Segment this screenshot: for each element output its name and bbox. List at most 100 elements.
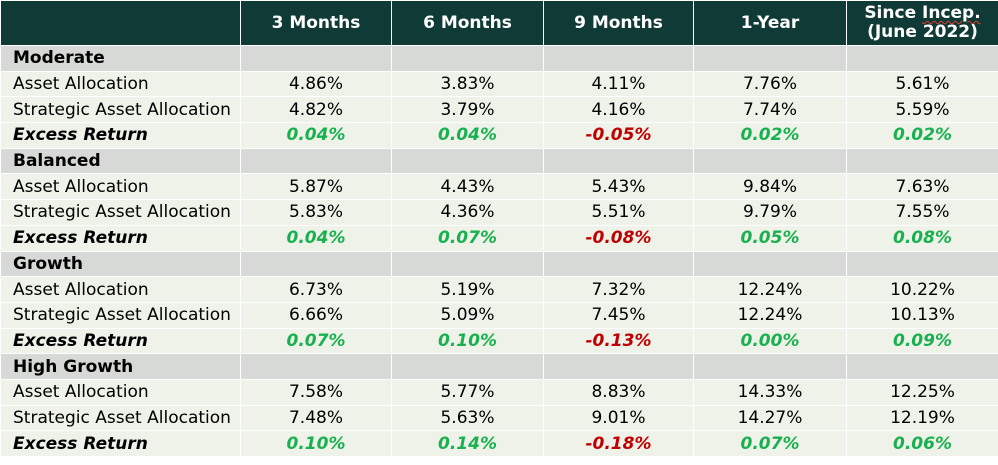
value-cell: 5.87% xyxy=(240,173,392,201)
value-cell: 9.84% xyxy=(693,173,847,201)
group-empty-cell xyxy=(543,353,694,380)
value-cell: -0.05% xyxy=(543,122,694,149)
excess-return-row: Excess Return 0.07% 0.10% -0.13% 0.00% 0.09% xyxy=(0,327,998,355)
row-label: Asset Allocation xyxy=(0,70,241,98)
group-empty-cell xyxy=(391,250,544,278)
header-corner-cell xyxy=(0,0,241,46)
header-since-inception-date: (June 2022) xyxy=(867,22,978,42)
value-cell: 10.22% xyxy=(846,276,998,303)
value-cell: 0.02% xyxy=(693,122,847,149)
value-cell: 0.14% xyxy=(391,430,544,457)
group-row-growth: Growth xyxy=(0,250,998,278)
value-cell: 7.45% xyxy=(543,301,694,329)
value-cell: 5.63% xyxy=(391,404,544,432)
table-body: Moderate Asset Allocation 4.86% 3.83% 4.11% 7… xyxy=(0,45,998,457)
value-cell: 4.86% xyxy=(240,70,392,98)
value-cell: 12.19% xyxy=(846,404,998,432)
group-empty-cell xyxy=(693,147,847,175)
group-empty-cell xyxy=(240,45,392,72)
header-1-year: 1-Year xyxy=(693,0,847,46)
group-empty-cell xyxy=(846,45,998,72)
value-cell: 7.76% xyxy=(693,70,847,98)
value-cell: 12.24% xyxy=(693,301,847,329)
group-row-moderate: Moderate xyxy=(0,45,998,72)
row-label: Excess Return xyxy=(0,430,241,457)
group-empty-cell xyxy=(693,250,847,278)
value-cell: -0.13% xyxy=(543,327,694,355)
value-cell: 0.04% xyxy=(391,122,544,149)
value-cell: 0.06% xyxy=(846,430,998,457)
table-row: Asset Allocation 6.73% 5.19% 7.32% 12.24% 10.… xyxy=(0,276,998,303)
value-cell: 0.10% xyxy=(240,430,392,457)
value-cell: 5.77% xyxy=(391,378,544,406)
group-empty-cell xyxy=(693,353,847,380)
group-empty-cell xyxy=(846,250,998,278)
row-label: Asset Allocation xyxy=(0,173,241,201)
group-empty-cell xyxy=(391,353,544,380)
value-cell: 12.24% xyxy=(693,276,847,303)
header-since-inception: Since Incep. (June 2022) xyxy=(846,0,998,46)
value-cell: 7.48% xyxy=(240,404,392,432)
value-cell: -0.18% xyxy=(543,430,694,457)
group-empty-cell xyxy=(543,45,694,72)
value-cell: 6.66% xyxy=(240,301,392,329)
row-label: Strategic Asset Allocation xyxy=(0,404,241,432)
header-since-inception-abbrev: Incep. xyxy=(922,3,981,23)
value-cell: 7.32% xyxy=(543,276,694,303)
value-cell: 0.00% xyxy=(693,327,847,355)
table-row: Strategic Asset Allocation 5.83% 4.36% 5.51… xyxy=(0,199,998,226)
value-cell: 0.05% xyxy=(693,224,847,252)
excess-return-row: Excess Return 0.04% 0.04% -0.05% 0.02% 0.02% xyxy=(0,122,998,149)
value-cell: 8.83% xyxy=(543,378,694,406)
group-empty-cell xyxy=(846,353,998,380)
value-cell: 5.09% xyxy=(391,301,544,329)
row-label: Excess Return xyxy=(0,327,241,355)
value-cell: 0.09% xyxy=(846,327,998,355)
value-cell: 14.27% xyxy=(693,404,847,432)
value-cell: 4.11% xyxy=(543,70,694,98)
value-cell: 6.73% xyxy=(240,276,392,303)
table-row: Strategic Asset Allocation 7.48% 5.63% 9.01… xyxy=(0,404,998,432)
row-label: Excess Return xyxy=(0,122,241,149)
value-cell: 7.63% xyxy=(846,173,998,201)
value-cell: 9.79% xyxy=(693,199,847,226)
value-cell: 4.16% xyxy=(543,96,694,124)
table-row: Asset Allocation 4.86% 3.83% 4.11% 7.76% 5.61… xyxy=(0,70,998,98)
value-cell: 5.51% xyxy=(543,199,694,226)
group-row-balanced: Balanced xyxy=(0,147,998,175)
group-title: Moderate xyxy=(0,45,241,72)
value-cell: 0.04% xyxy=(240,122,392,149)
value-cell: 0.04% xyxy=(240,224,392,252)
group-empty-cell xyxy=(543,250,694,278)
group-empty-cell xyxy=(240,147,392,175)
group-empty-cell xyxy=(240,353,392,380)
value-cell: 4.82% xyxy=(240,96,392,124)
value-cell: 0.07% xyxy=(391,224,544,252)
table-row: Asset Allocation 7.58% 5.77% 8.83% 14.33% 12.… xyxy=(0,378,998,406)
value-cell: -0.08% xyxy=(543,224,694,252)
table-row: Strategic Asset Allocation 6.66% 5.09% 7.45… xyxy=(0,301,998,329)
value-cell: 10.13% xyxy=(846,301,998,329)
header-3-months: 3 Months xyxy=(240,0,392,46)
group-row-high-growth: High Growth xyxy=(0,353,998,380)
group-empty-cell xyxy=(846,147,998,175)
group-empty-cell xyxy=(693,45,847,72)
header-since-inception-prefix: Since xyxy=(864,3,923,23)
value-cell: 0.08% xyxy=(846,224,998,252)
row-label: Excess Return xyxy=(0,224,241,252)
value-cell: 5.43% xyxy=(543,173,694,201)
value-cell: 3.83% xyxy=(391,70,544,98)
row-label: Asset Allocation xyxy=(0,378,241,406)
excess-return-row: Excess Return 0.10% 0.14% -0.18% 0.07% 0.06% xyxy=(0,430,998,457)
table-row: Strategic Asset Allocation 4.82% 3.79% 4.16… xyxy=(0,96,998,124)
group-title: Balanced xyxy=(0,147,241,175)
value-cell: 4.36% xyxy=(391,199,544,226)
table-row: Asset Allocation 5.87% 4.43% 5.43% 9.84% 7.63… xyxy=(0,173,998,201)
value-cell: 5.61% xyxy=(846,70,998,98)
value-cell: 7.74% xyxy=(693,96,847,124)
group-empty-cell xyxy=(543,147,694,175)
group-title: Growth xyxy=(0,250,241,278)
group-empty-cell xyxy=(391,45,544,72)
value-cell: 0.02% xyxy=(846,122,998,149)
